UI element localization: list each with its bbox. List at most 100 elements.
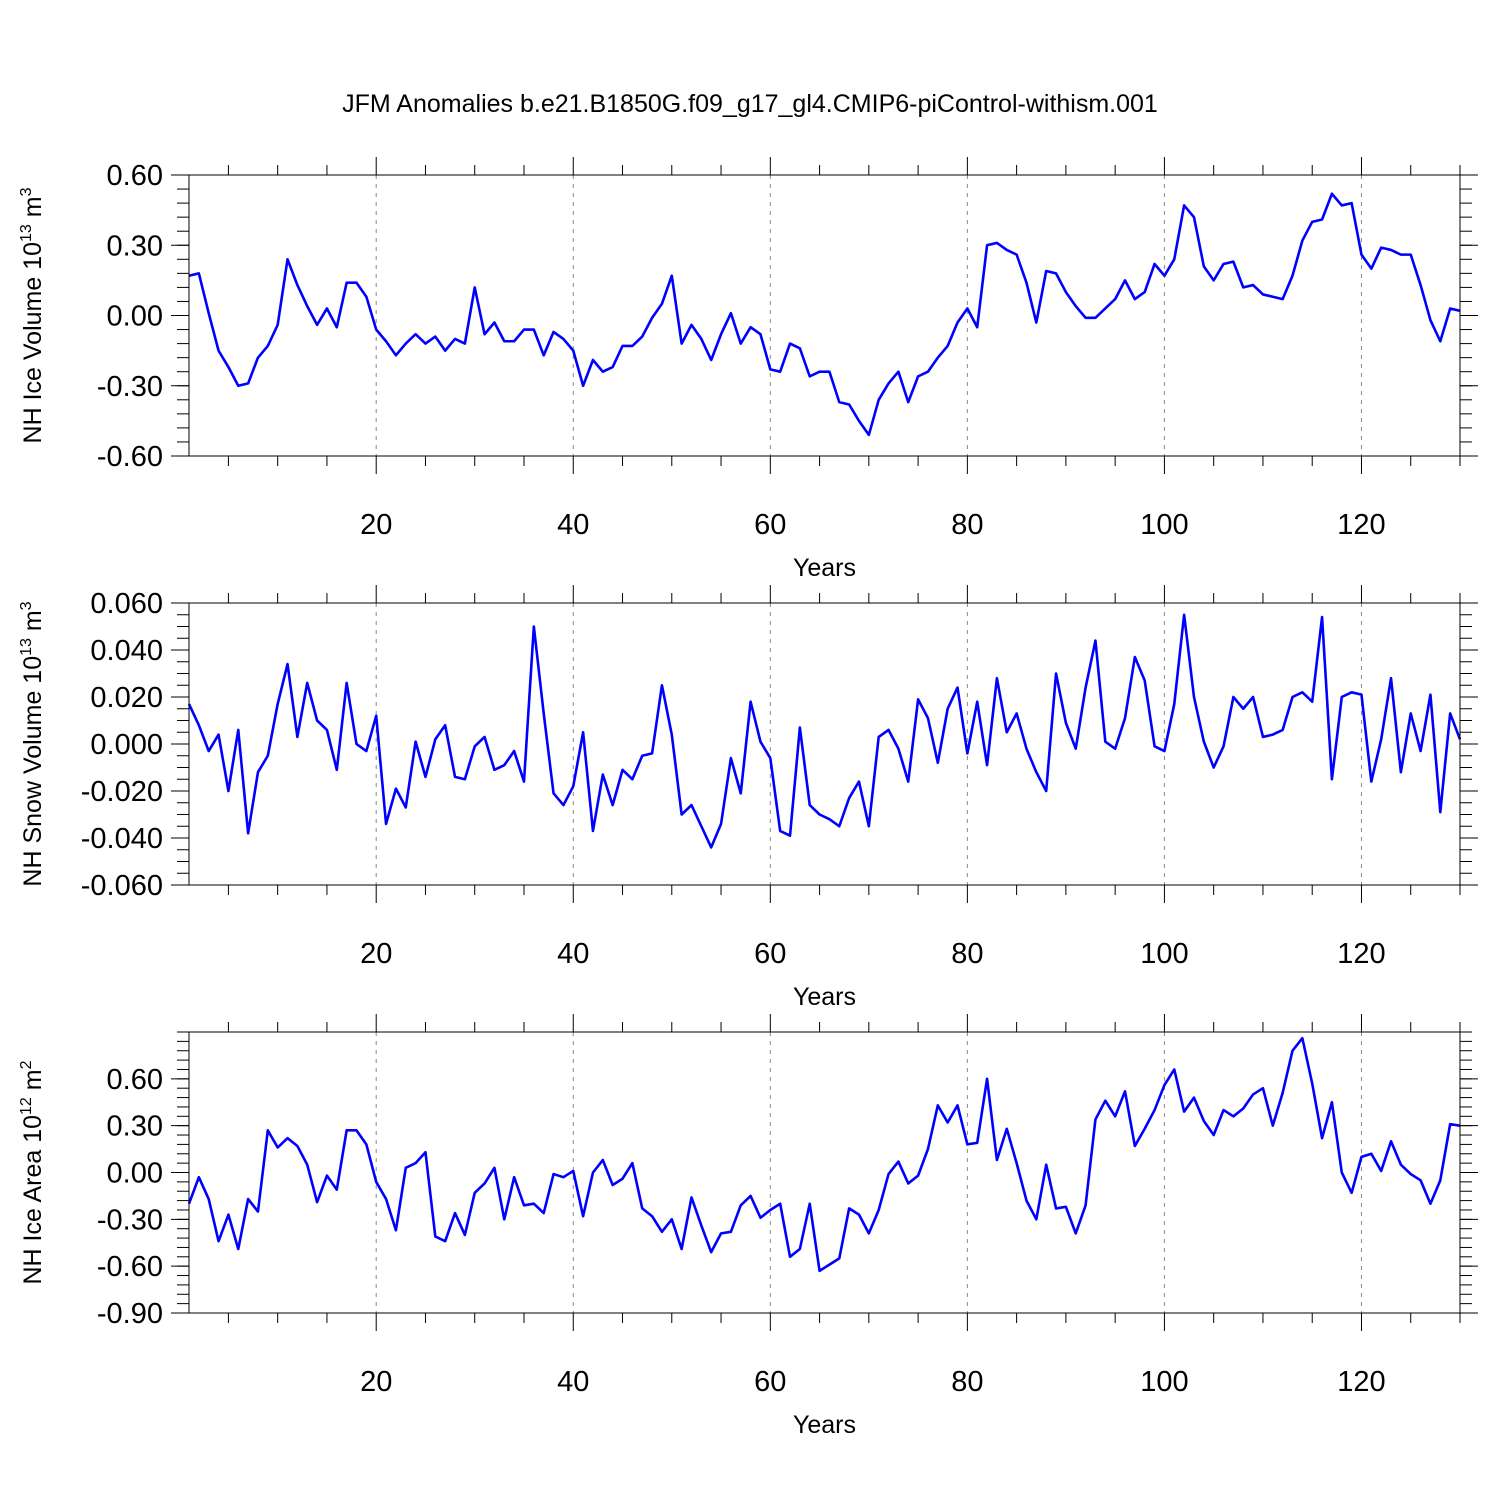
data-point [385, 823, 387, 825]
data-point [868, 1232, 870, 1234]
y-tick-label: -0.30 [97, 1204, 163, 1236]
data-point [1173, 1068, 1175, 1070]
data-point [375, 328, 377, 330]
data-point [700, 1224, 702, 1226]
data-point [887, 1173, 889, 1175]
y-axis-label: NH Snow Volume 1013 m3 [18, 601, 47, 886]
y-axis-label-unit: m [19, 610, 47, 638]
data-point [1252, 1093, 1254, 1095]
data-point [621, 769, 623, 771]
data-point [749, 1195, 751, 1197]
data-point [1045, 790, 1047, 792]
data-point [1183, 204, 1185, 206]
data-point [907, 1182, 909, 1184]
y-tick-label: -0.30 [97, 371, 163, 403]
data-point [572, 1170, 574, 1172]
y-axis-label-main: NH Snow Volume 10 [19, 656, 47, 887]
y-axis-label-exponent: 12 [18, 1097, 35, 1115]
data-point [1439, 811, 1441, 813]
data-point [592, 1171, 594, 1173]
data-point [592, 359, 594, 361]
data-point [286, 258, 288, 260]
data-point [385, 340, 387, 342]
data-point [749, 326, 751, 328]
data-point [326, 729, 328, 731]
data-point [1429, 693, 1431, 695]
data-point [1015, 1162, 1017, 1164]
data-point [1006, 1128, 1008, 1130]
data-point [986, 1078, 988, 1080]
data-point [1075, 748, 1077, 750]
x-tick-label: 80 [951, 938, 983, 970]
data-point [996, 1159, 998, 1161]
data-point [355, 282, 357, 284]
series-line-ice-area [187, 1036, 1461, 1273]
data-point [1065, 1206, 1067, 1208]
x-tick-label: 20 [360, 509, 392, 541]
data-point [641, 1207, 643, 1209]
data-point [474, 286, 476, 288]
data-point [1114, 748, 1116, 750]
data-point [1350, 691, 1352, 693]
data-point [405, 342, 407, 344]
data-point [1390, 1140, 1392, 1142]
data-point [345, 682, 347, 684]
plot-frame [188, 602, 1461, 886]
data-point [1370, 1153, 1372, 1155]
data-point [641, 755, 643, 757]
data-point [464, 778, 466, 780]
x-axis-label: Years [793, 983, 856, 1011]
data-point [1390, 677, 1392, 679]
data-point [493, 769, 495, 771]
data-point [375, 715, 377, 717]
y-tick-label: 0.000 [90, 729, 163, 761]
data-point [1114, 1115, 1116, 1117]
data-point [661, 1231, 663, 1233]
data-point [533, 625, 535, 627]
data-point [680, 1248, 682, 1250]
data-point [700, 338, 702, 340]
data-point [966, 307, 968, 309]
data-point [267, 345, 269, 347]
data-point [1301, 691, 1303, 693]
y-tick-label: -0.060 [81, 870, 163, 902]
data-point [276, 703, 278, 705]
data-point [1232, 260, 1234, 262]
data-point [1291, 696, 1293, 698]
data-point [405, 806, 407, 808]
series-line-ice-volume [188, 192, 1461, 437]
x-tick-label: 60 [754, 509, 786, 541]
data-point [326, 307, 328, 309]
data-point [838, 825, 840, 827]
data-point [917, 1174, 919, 1176]
data-point [414, 740, 416, 742]
data-point [1272, 733, 1274, 735]
data-point [1429, 319, 1431, 321]
data-point [1173, 703, 1175, 705]
data-point [1104, 740, 1106, 742]
data-point [1104, 307, 1106, 309]
data-point [1134, 1145, 1136, 1147]
data-point [1281, 298, 1283, 300]
data-point [1252, 696, 1254, 698]
series-line-snow-volume [187, 613, 1462, 849]
y-tick-label: 0.060 [90, 588, 163, 620]
data-point [671, 1218, 673, 1220]
data-point [454, 1212, 456, 1214]
data-point [336, 326, 338, 328]
data-point [769, 368, 771, 370]
data-point [740, 1204, 742, 1206]
data-point [1104, 1099, 1106, 1101]
data-point [986, 764, 988, 766]
data-point [503, 764, 505, 766]
data-point [1193, 216, 1195, 218]
data-point [1065, 291, 1067, 293]
data-point [1045, 270, 1047, 272]
figure-title: JFM Anomalies b.e21.B1850G.f09_g17_gl4.C… [342, 90, 1158, 118]
data-point [1390, 249, 1392, 251]
x-tick-label: 80 [951, 1366, 983, 1398]
data-point [720, 823, 722, 825]
data-point [1419, 284, 1421, 286]
data-point [1153, 263, 1155, 265]
data-point [1134, 298, 1136, 300]
